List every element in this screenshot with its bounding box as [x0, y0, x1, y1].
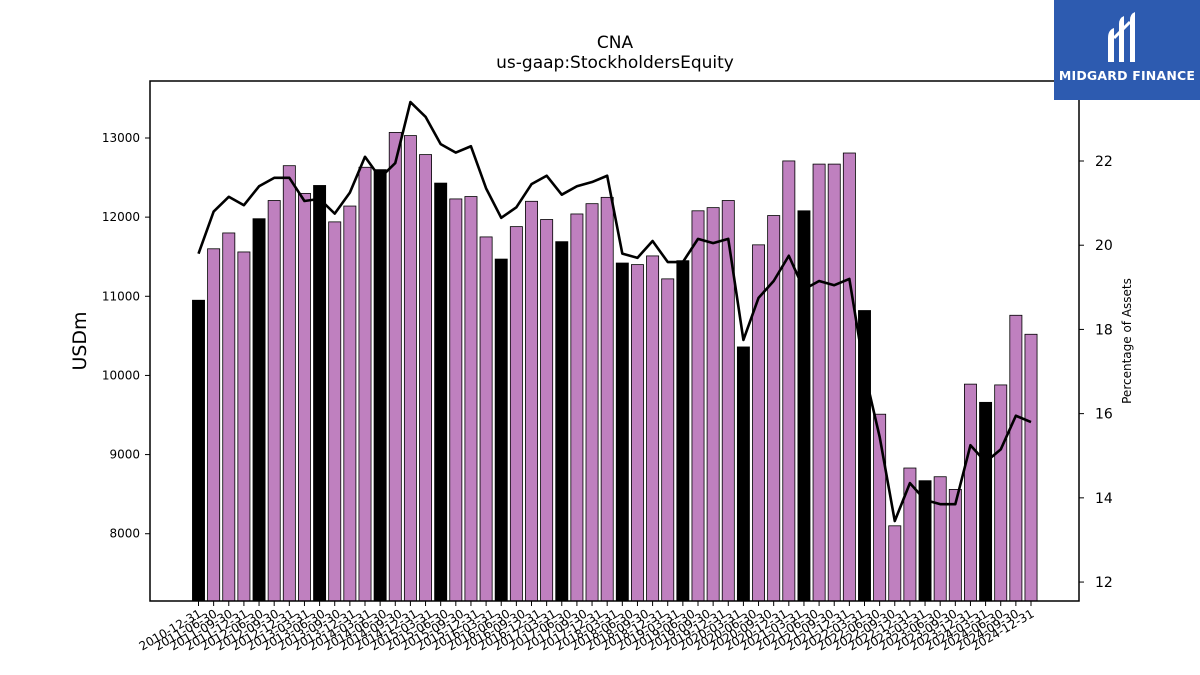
bar	[509, 226, 523, 602]
y-tick-label: 11000	[102, 289, 140, 303]
bar	[812, 163, 826, 602]
bar	[631, 264, 644, 602]
y2-axis-label: Percentage of Assets	[1120, 278, 1134, 404]
logo-text: MIDGARD FINANCE	[1058, 68, 1196, 83]
y-axis-label: USDm	[69, 311, 91, 370]
logo-mark-icon	[1108, 12, 1135, 62]
bar	[797, 210, 811, 602]
y2-tick-label: 12	[1095, 575, 1113, 591]
bar	[979, 401, 993, 602]
brand-logo: MIDGARD FINANCE	[1054, 0, 1200, 100]
bar	[282, 165, 296, 602]
percentage-line	[197, 100, 1032, 523]
y-tick-label: 10000	[102, 368, 140, 382]
bar	[328, 221, 342, 602]
y-axis: 8000 9000 10000 11000 12000 13000	[102, 131, 150, 541]
bar	[858, 310, 871, 602]
x-axis: 2010-12-312011-06-302011-09-302011-12-31…	[137, 601, 1037, 653]
y2-tick-label: 22	[1095, 154, 1113, 170]
y2-tick-label: 20	[1095, 238, 1113, 254]
y2-tick-label: 14	[1095, 491, 1113, 507]
bar	[313, 185, 327, 602]
bar	[525, 200, 538, 602]
bar	[964, 383, 977, 602]
bar	[615, 262, 629, 602]
bar	[1009, 314, 1023, 602]
bar	[782, 160, 796, 602]
bar	[479, 236, 493, 602]
bar	[297, 192, 311, 602]
y2-tick-label: 18	[1095, 322, 1113, 338]
chart-title: CNA	[597, 33, 634, 53]
bar	[540, 219, 554, 602]
chart-subtitle: us-gaap:StockholdersEquity	[496, 53, 734, 73]
y-tick-label: 8000	[109, 527, 140, 541]
bar	[691, 210, 705, 602]
bar	[434, 182, 448, 602]
bar	[661, 278, 675, 602]
bar	[373, 169, 387, 602]
bar	[842, 152, 856, 602]
plot-frame	[149, 80, 1080, 602]
bar	[600, 196, 614, 602]
bar	[494, 258, 508, 602]
bar	[252, 218, 266, 602]
bar	[994, 384, 1008, 602]
bar	[736, 346, 750, 602]
bar	[267, 200, 281, 602]
bar	[192, 299, 205, 602]
bar	[888, 525, 902, 602]
y2-tick-label: 16	[1095, 407, 1113, 423]
bar	[237, 251, 251, 602]
y-tick-label: 13000	[102, 131, 140, 145]
bar	[706, 207, 720, 602]
bar	[827, 163, 841, 602]
bar	[570, 213, 584, 602]
bar	[585, 203, 599, 602]
bar	[343, 205, 357, 602]
bar	[222, 232, 236, 602]
bar	[419, 154, 432, 602]
bar	[933, 476, 947, 602]
bar	[358, 166, 372, 602]
bar	[207, 248, 221, 602]
bar	[464, 196, 478, 602]
y-tick-label: 12000	[102, 210, 140, 224]
bar-group	[192, 132, 1038, 602]
bar	[555, 241, 569, 602]
bar	[948, 488, 962, 602]
y-tick-label: 9000	[109, 448, 140, 462]
bar	[676, 260, 690, 602]
bar	[646, 255, 660, 602]
bar	[1024, 333, 1038, 602]
bar	[403, 135, 417, 602]
bar	[449, 198, 463, 602]
bar	[388, 132, 402, 602]
y2-axis: 12 14 16 18 20 22	[1079, 154, 1113, 591]
